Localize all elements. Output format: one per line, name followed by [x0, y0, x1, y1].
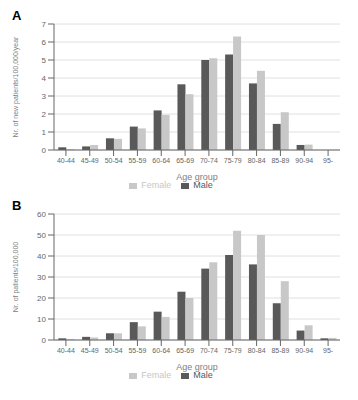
svg-text:50-54: 50-54 [105, 157, 123, 164]
svg-text:40-44: 40-44 [57, 157, 75, 164]
svg-text:75-79: 75-79 [224, 157, 242, 164]
svg-text:85-89: 85-89 [271, 157, 289, 164]
svg-text:60-64: 60-64 [152, 347, 170, 354]
svg-text:Nr. of new patients/100,000/ye: Nr. of new patients/100,000/year [12, 36, 20, 137]
svg-text:65-69: 65-69 [176, 157, 194, 164]
svg-text:45-49: 45-49 [81, 157, 99, 164]
svg-text:Nr. of patients/100,000: Nr. of patients/100,000 [12, 242, 20, 313]
svg-text:90-94: 90-94 [295, 347, 313, 354]
svg-text:50: 50 [37, 231, 46, 240]
svg-text:60-64: 60-64 [152, 157, 170, 164]
svg-text:70-74: 70-74 [200, 157, 218, 164]
svg-text:7: 7 [42, 20, 47, 29]
svg-text:45-49: 45-49 [81, 347, 99, 354]
svg-text:20: 20 [37, 294, 46, 303]
svg-text:80-84: 80-84 [248, 347, 266, 354]
svg-text:10: 10 [37, 315, 46, 324]
svg-text:55-59: 55-59 [128, 347, 146, 354]
svg-text:65-69: 65-69 [176, 347, 194, 354]
svg-text:85-89: 85-89 [271, 347, 289, 354]
svg-text:0: 0 [42, 336, 47, 345]
svg-text:2: 2 [42, 110, 47, 119]
svg-text:80-84: 80-84 [248, 157, 266, 164]
svg-text:50-54: 50-54 [105, 347, 123, 354]
svg-text:75-79: 75-79 [224, 347, 242, 354]
html-text:Female: Female [141, 370, 172, 380]
html-text:Male: Male [193, 370, 213, 380]
svg-text:70-74: 70-74 [200, 347, 218, 354]
svg-text:Age group: Age group [176, 362, 218, 372]
svg-text:1: 1 [42, 128, 47, 137]
svg-text:90-94: 90-94 [295, 157, 313, 164]
svg-text:Age group: Age group [176, 172, 218, 182]
svg-text:95-: 95- [323, 347, 334, 354]
svg-text:55-59: 55-59 [128, 157, 146, 164]
svg-text:5: 5 [42, 56, 47, 65]
html-text:B: B [12, 198, 22, 213]
svg-text:30: 30 [37, 273, 46, 282]
svg-text:4: 4 [42, 74, 47, 83]
svg-text:3: 3 [42, 92, 47, 101]
html-text:Male: Male [193, 180, 213, 190]
svg-text:0: 0 [42, 146, 47, 155]
svg-text:60: 60 [37, 210, 46, 219]
html-text:A: A [12, 8, 22, 23]
svg-text:95-: 95- [323, 157, 334, 164]
svg-text:40-44: 40-44 [57, 347, 75, 354]
svg-text:6: 6 [42, 38, 47, 47]
svg-text:40: 40 [37, 252, 46, 261]
html-text:Female: Female [141, 180, 172, 190]
